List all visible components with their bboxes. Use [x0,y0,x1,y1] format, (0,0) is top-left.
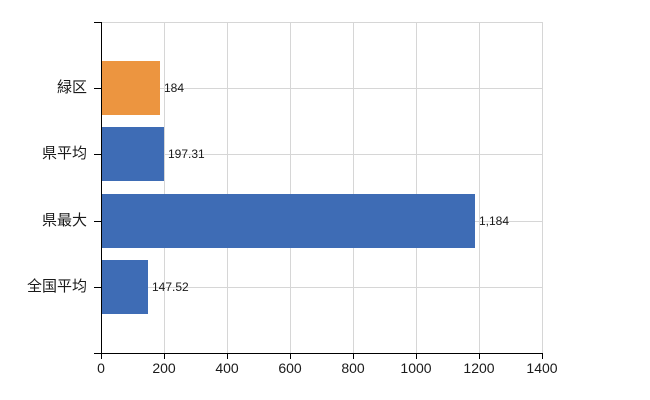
x-tick-label: 1000 [400,360,432,376]
bar[interactable] [102,61,160,115]
x-axis-tick [290,354,291,359]
plot-area: 184 197.31 1,184 147.52 [101,22,543,354]
bar-value-label: 197.31 [168,147,205,161]
x-axis-tick [227,354,228,359]
y-axis-tick [94,353,101,354]
x-gridline [416,22,417,353]
y-axis-tick [94,154,101,155]
x-axis-tick [353,354,354,359]
y-gridline [102,287,543,288]
x-gridline [542,22,543,353]
bar-value-label: 184 [164,81,185,95]
bar[interactable] [102,260,148,314]
x-tick-label: 1200 [463,360,495,376]
x-gridline [227,22,228,353]
y-gridline [102,154,543,155]
y-axis-tick [94,287,101,288]
x-axis-tick [479,354,480,359]
plot-top-border [102,22,543,23]
y-axis-tick [94,22,101,23]
category-label: 県平均 [41,145,87,162]
category-label: 全国平均 [26,278,87,295]
y-axis-tick [94,221,101,222]
bar[interactable] [102,194,475,248]
x-axis-tick [164,354,165,359]
bar-value-label: 147.52 [152,280,189,294]
category-label: 県最大 [41,212,87,229]
x-axis-tick [101,354,102,359]
x-gridline [164,22,165,353]
x-tick-label: 1400 [526,360,558,376]
y-gridline [102,88,543,89]
x-axis-tick [416,354,417,359]
x-gridline [353,22,354,353]
x-tick-label: 200 [152,360,176,376]
y-axis-tick [94,88,101,89]
x-tick-label: 0 [97,360,105,376]
x-gridline [479,22,480,353]
bar-value-label: 1,184 [479,214,510,228]
x-tick-label: 800 [341,360,365,376]
x-tick-label: 600 [278,360,302,376]
category-label: 緑区 [56,79,87,96]
bar[interactable] [102,127,164,181]
x-tick-label: 400 [215,360,239,376]
x-axis-tick [542,354,543,359]
x-gridline [290,22,291,353]
